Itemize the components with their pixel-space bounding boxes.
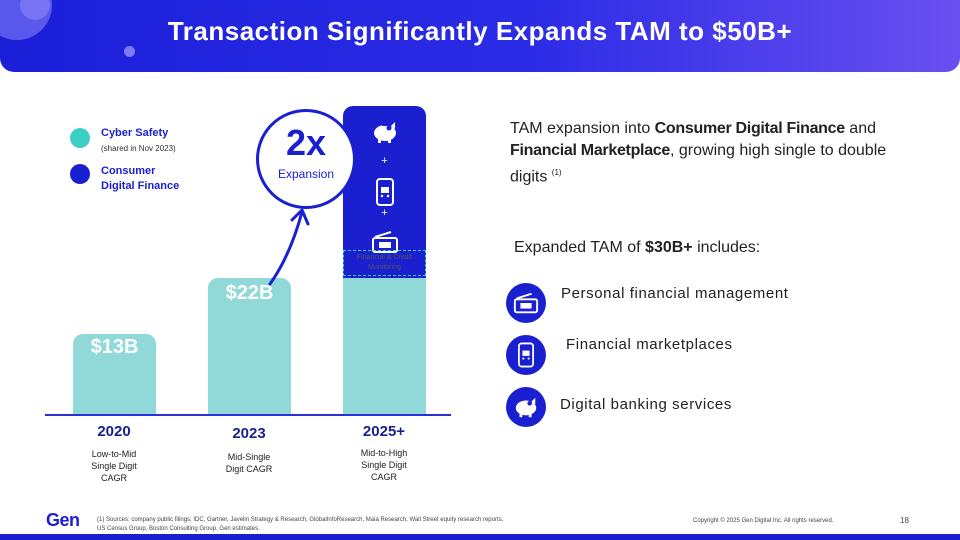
legend-swatch-consumer-digital-finance xyxy=(70,164,90,184)
bar-2023-cyber-safety: $22B xyxy=(208,278,291,414)
x-tick-label: 2020 xyxy=(97,423,131,440)
slide-title: Transaction Significantly Expands TAM to… xyxy=(167,16,793,46)
growth-arrow-icon xyxy=(268,208,310,286)
feature-financial-marketplaces: Financial marketplaces xyxy=(566,336,733,353)
expansion-label: Expansion xyxy=(277,167,335,181)
monitoring-label: Financial & Credit xyxy=(356,254,413,262)
monitoring-label: Monitoring xyxy=(368,264,401,272)
x-tick-label: 2023 xyxy=(232,425,266,442)
mobile-cart-icon xyxy=(376,178,394,206)
legend-label: Cyber Safety xyxy=(101,127,169,139)
plus-sign: + xyxy=(381,207,388,219)
legend-label: Consumer xyxy=(101,165,156,177)
bar-value-label: $22B xyxy=(225,282,274,305)
bar-value-label: $13B xyxy=(90,335,139,358)
gen-logo: Gen xyxy=(46,510,80,530)
bar-2025-consumer-digital-finance: + + xyxy=(343,106,426,279)
copyright-text: Copyright © 2025 Gen Digital Inc. All ri… xyxy=(693,518,834,524)
financial-credit-monitoring-band: Financial & Credit Monitoring xyxy=(343,250,426,277)
decor-bubble xyxy=(20,0,50,20)
wallet-cash-icon xyxy=(372,231,398,253)
piggy-bank-icon xyxy=(374,122,396,143)
bar-2025-cyber-safety xyxy=(343,278,426,414)
mobile-cart-icon xyxy=(506,335,546,375)
cagr-label: Mid-to-High Single Digit CAGR xyxy=(360,448,408,482)
bar-2020-cyber-safety: $13B xyxy=(73,333,156,414)
wallet-cash-icon xyxy=(506,283,546,323)
feature-personal-financial-management: Personal financial management xyxy=(561,285,789,302)
decor-bubble xyxy=(124,46,135,57)
expansion-multiplier: 2x xyxy=(285,122,327,163)
source-footnote: (1) Sources: company public filings, IDC… xyxy=(97,517,504,532)
piggy-bank-icon xyxy=(506,387,546,427)
header-banner: Transaction Significantly Expands TAM to… xyxy=(0,0,960,72)
tam-expansion-paragraph: TAM expansion into Consumer Digital Fina… xyxy=(510,120,887,186)
x-tick-label: 2025+ xyxy=(362,423,406,440)
expansion-callout: 2x Expansion xyxy=(256,109,356,209)
legend-label: Digital Finance xyxy=(101,180,180,192)
plus-sign: + xyxy=(381,155,388,167)
cagr-label: Mid-Single Digit CAGR xyxy=(225,452,273,474)
legend-sublabel: (shared in Nov 2023) xyxy=(101,144,176,153)
x-axis-line xyxy=(45,414,451,416)
feature-digital-banking-services: Digital banking services xyxy=(560,396,732,413)
cagr-label: Low-to-Mid Single Digit CAGR xyxy=(91,449,137,483)
legend-swatch-cyber-safety xyxy=(70,128,90,148)
footer-bar xyxy=(0,534,960,540)
page-number: 18 xyxy=(900,516,909,525)
expanded-tam-heading: Expanded TAM of $30B+ includes: xyxy=(514,239,761,256)
